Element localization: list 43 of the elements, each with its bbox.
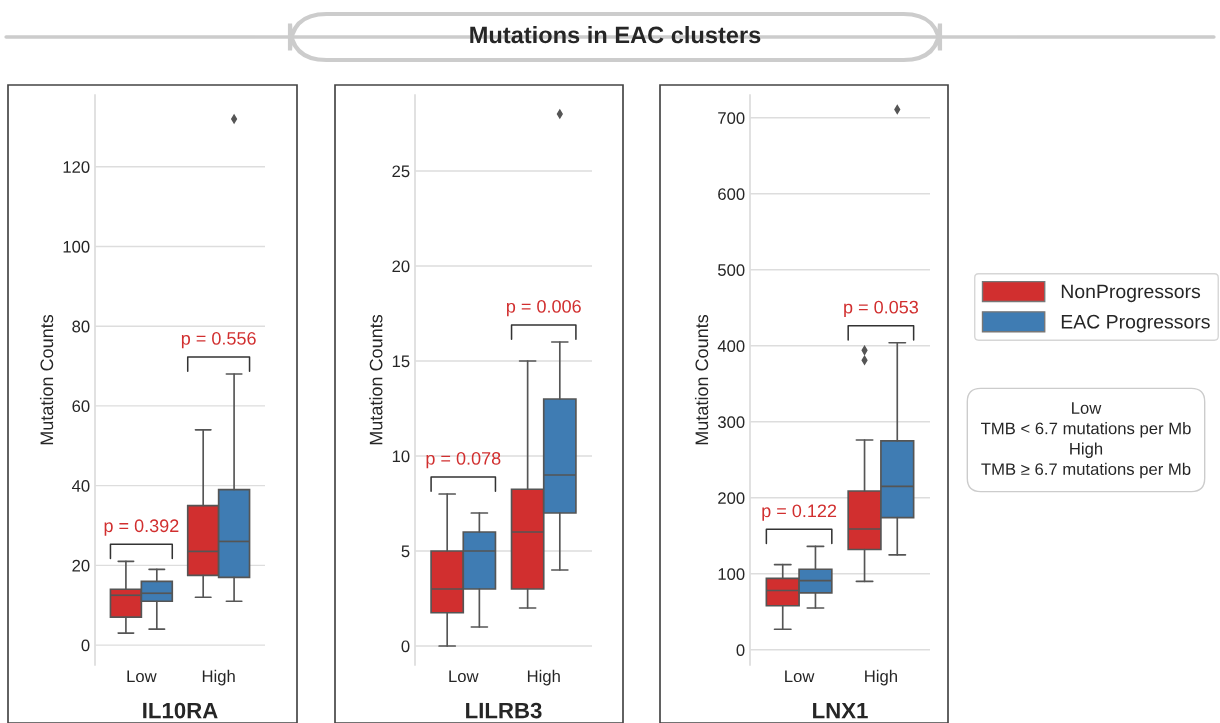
- x-tick-label: Low: [449, 670, 479, 683]
- chart-title: Mutations in EAC clusters: [470, 26, 761, 44]
- y-tick-label: 40: [71, 480, 90, 492]
- y-tick-label: 400: [717, 340, 745, 352]
- x-tick-label: High: [865, 669, 897, 686]
- y-tick-label: 0: [81, 639, 90, 652]
- y-tick-label: 700: [718, 112, 745, 124]
- y-tick-label: 500: [718, 264, 745, 276]
- y-tick-label: 0: [736, 644, 745, 656]
- annotation: p = 0.006: [506, 300, 581, 317]
- x-tick-label: Low: [785, 670, 815, 683]
- x-axis-title: LNX1: [813, 702, 868, 719]
- annotation: p = 0.053: [844, 300, 919, 318]
- annotation: p = 0.556: [181, 332, 256, 349]
- y-axis-title: Mutation Counts: [39, 314, 54, 445]
- y-tick-label: 200: [718, 492, 745, 504]
- x-axis-title: IL10RA: [143, 702, 218, 719]
- y-axis-title: Mutation Counts: [369, 314, 383, 445]
- x-tick-label: High: [527, 669, 560, 686]
- legend-label: EAC Progressors: [1061, 314, 1210, 333]
- y-tick-label: 80: [72, 320, 90, 333]
- y-tick-label: 15: [392, 355, 410, 368]
- y-tick-label: 20: [392, 260, 410, 273]
- y-axis-title: Mutation Counts: [694, 314, 709, 445]
- y-tick-label: 60: [72, 400, 90, 413]
- annotation: p = 0.392: [104, 519, 179, 536]
- y-tick-label: 300: [717, 416, 745, 428]
- y-tick-label: 100: [63, 240, 90, 253]
- annotation: p = 0.078: [426, 452, 501, 469]
- legend-label: NonProgressors: [1061, 284, 1201, 303]
- y-tick-label: 20: [72, 559, 90, 572]
- x-tick-label: High: [202, 669, 235, 686]
- y-tick-label: 0: [401, 640, 410, 653]
- x-axis-title: LILRB3: [466, 702, 542, 719]
- y-tick-label: 10: [392, 450, 410, 463]
- y-tick-label: 5: [401, 545, 410, 558]
- y-tick-label: 120: [63, 161, 90, 173]
- annotation: p = 0.122: [762, 504, 837, 521]
- y-tick-label: 25: [392, 165, 410, 178]
- y-tick-label: 100: [718, 568, 745, 580]
- x-tick-label: Low: [127, 670, 157, 683]
- y-tick-label: 600: [718, 188, 745, 200]
- text: Low TMB < 6.7 mutations per Mb High TMB ≥ 6.7 mutations per Mb: [981, 402, 1191, 479]
